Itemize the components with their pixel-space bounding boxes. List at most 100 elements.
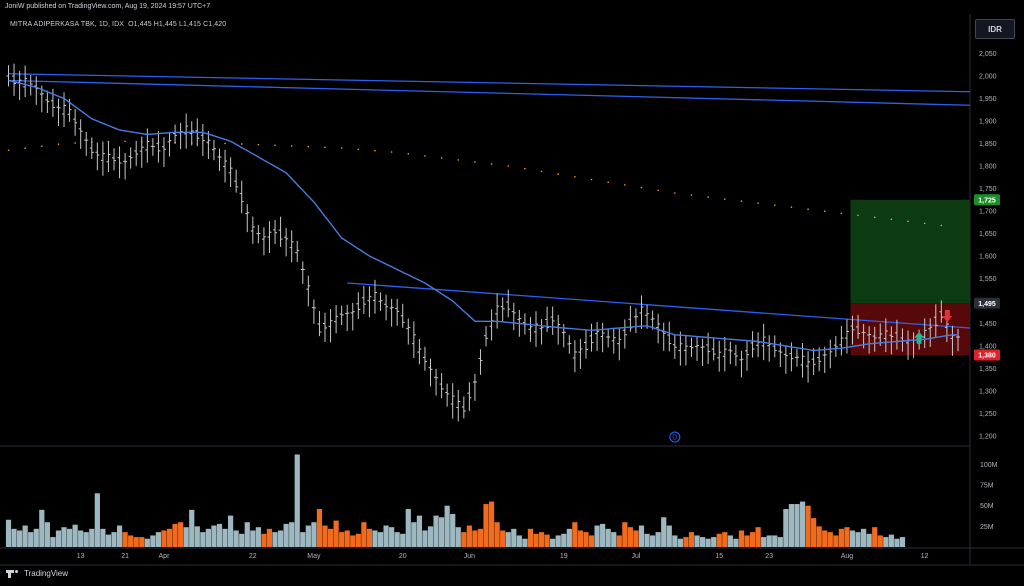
dotted-ma-point [590, 178, 593, 181]
dotted-ma-point [707, 196, 709, 198]
volume-bar [833, 535, 839, 547]
volume-bar [433, 515, 439, 547]
volume-bar [488, 501, 495, 547]
price-label-text: 1,495 [978, 301, 996, 308]
volume-bar [516, 535, 522, 547]
volume-bar [783, 509, 789, 547]
volume-bar [527, 528, 534, 547]
price-tick-label: 1,750 [979, 186, 997, 193]
volume-bar [172, 523, 178, 547]
volume-bar [261, 533, 267, 547]
volume-bar [722, 532, 728, 547]
stop-zone [850, 303, 970, 355]
volume-bar [711, 537, 717, 547]
dividend-marker-icon[interactable] [669, 431, 681, 443]
volume-bar [161, 530, 167, 547]
dotted-ma-point [374, 149, 376, 152]
high-label: H [153, 21, 159, 28]
dotted-ma-point [923, 222, 926, 225]
volume-bar [133, 537, 139, 547]
volume-bar [450, 513, 456, 547]
volume-bar [294, 454, 300, 547]
volume-bar [683, 537, 689, 547]
volume-bar [616, 535, 622, 547]
volume-bar [194, 526, 200, 547]
dotted-ma-point [340, 147, 343, 149]
volume-bar [283, 523, 289, 547]
volume-bar [339, 532, 345, 547]
volume-tick-label: 25M [980, 524, 994, 531]
volume-bar [838, 528, 844, 547]
volume-bar [289, 522, 295, 547]
volume-bar [555, 535, 561, 547]
time-tick-label: Jul [631, 553, 640, 560]
price-tick-label: 1,400 [979, 344, 997, 351]
volume-bar [533, 533, 539, 547]
volume-bar [811, 518, 817, 547]
dotted-ma-point [640, 186, 643, 189]
volume-bar [350, 535, 356, 547]
volume-bar [500, 530, 506, 547]
brand-label: TradingView [24, 569, 69, 578]
volume-bar [305, 525, 311, 547]
descending-resistance-line[interactable] [347, 282, 971, 329]
volume-bar [816, 526, 822, 547]
volume-bar [250, 530, 256, 547]
volume-bar [444, 505, 450, 547]
volume-bar [39, 509, 45, 547]
volume-bar [128, 535, 134, 547]
price-tick-label: 1,900 [979, 119, 997, 126]
dotted-ma-point [7, 149, 10, 152]
dotted-ma-point [440, 157, 443, 159]
dotted-ma-point [324, 146, 326, 149]
price-tick-label: 1,350 [979, 366, 997, 373]
dotted-ma-point [790, 206, 793, 208]
volume-bar [494, 522, 500, 547]
volume-bar [661, 517, 667, 547]
upper-channel-line-2[interactable] [8, 79, 971, 106]
price-tick-label: 1,800 [979, 164, 997, 171]
volume-bar [233, 530, 239, 547]
tradingview-logo-icon [6, 569, 20, 578]
volume-bar [316, 509, 323, 547]
volume-bar [522, 538, 528, 547]
price-tick-label: 1,950 [979, 96, 997, 103]
time-tick-label: Aug [841, 553, 854, 560]
volume-bar [139, 537, 145, 547]
price-label-box [974, 297, 1000, 309]
dotted-ma-point [224, 142, 226, 145]
upper-channel-line-1[interactable] [8, 73, 971, 93]
dotted-ma-point [823, 210, 826, 213]
volume-bar [211, 525, 217, 547]
volume-bar [311, 522, 317, 547]
volume-bar [699, 537, 706, 547]
volume-bar [688, 532, 695, 547]
dotted-ma-point [490, 163, 493, 165]
symbol-legend: MITRA ADIPERKASA TBK, 1D, IDX O1,445 H1,… [10, 21, 226, 28]
volume-bar [799, 501, 806, 547]
volume-bar [166, 528, 173, 547]
volume-bar [222, 528, 228, 547]
volume-bar [277, 530, 284, 547]
volume-bar [439, 517, 445, 547]
dividend-marker-label: D [672, 435, 677, 442]
dotted-ma-point [624, 184, 626, 186]
price-tick-label: 2,000 [979, 74, 997, 81]
volume-bar [66, 528, 73, 547]
dotted-ma-point [41, 145, 43, 147]
volume-bar [394, 532, 400, 547]
currency-button[interactable]: IDR [975, 19, 1015, 39]
price-label-box [974, 194, 1000, 206]
volume-bar [28, 532, 34, 547]
volume-bar [622, 522, 628, 547]
volume-bar [416, 515, 422, 547]
volume-bar [566, 528, 572, 547]
volume-bar [822, 530, 828, 547]
volume-bar [205, 528, 211, 547]
volume-bar [333, 520, 339, 547]
volume-bar [483, 504, 489, 547]
symbol-name: MITRA ADIPERKASA TBK, 1D, IDX [10, 21, 125, 28]
dotted-ma-point [740, 200, 743, 202]
